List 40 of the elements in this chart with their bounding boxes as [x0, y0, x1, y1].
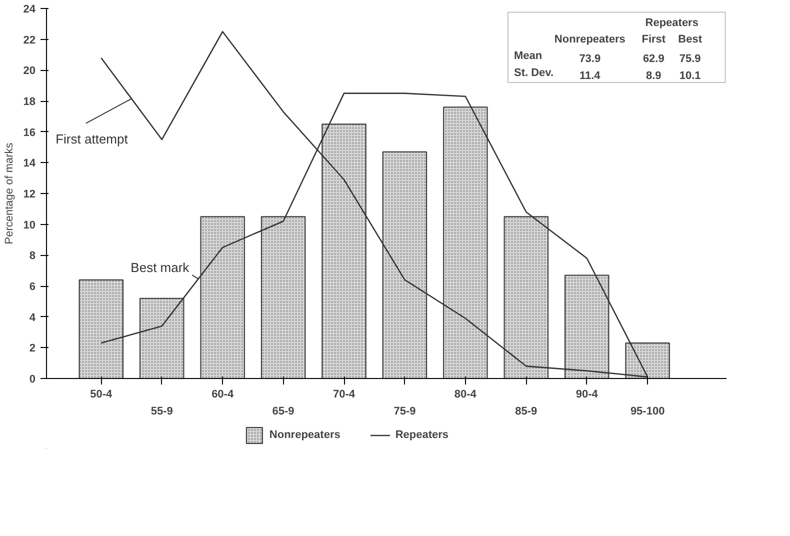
x-tick-label: 85-9	[515, 406, 538, 418]
annotation: Best	[678, 34, 702, 46]
series-label: First attempt	[56, 131, 128, 146]
annotation: Mean	[514, 50, 542, 62]
annotation: Repeaters	[645, 16, 698, 29]
annotation: St. Dev.	[514, 66, 554, 79]
x-tick-label: 65-9	[272, 406, 294, 418]
text: Repeaters	[395, 429, 449, 441]
annotation: Nonrepeaters	[554, 34, 626, 46]
y-axis-title: Percentage of marks	[3, 142, 16, 244]
annotation: 75.9	[679, 53, 701, 66]
y-tick-label: 24	[23, 4, 36, 16]
y-tick-label: 6	[29, 281, 36, 293]
y-tick-label: 10	[23, 219, 36, 232]
x-tick-label: 50-4	[90, 388, 114, 400]
y-tick-label: 0	[29, 374, 36, 386]
x-tick-label: 55-9	[150, 406, 173, 418]
x-tick-label: 80-4	[454, 388, 478, 400]
y-tick-label: 18	[23, 96, 36, 108]
x-tick-label: 90-4	[576, 388, 599, 400]
y-tick-label: 14	[23, 158, 36, 170]
y-tick-label: 8	[29, 250, 36, 262]
legend-label: Nonrepeaters	[269, 429, 340, 441]
y-tick-label: 12	[23, 188, 36, 200]
y-tick-label: 4	[29, 312, 36, 324]
annotation: 8.9	[646, 70, 662, 82]
annotation: 73.9	[579, 53, 601, 66]
y-tick-label: 16	[23, 126, 36, 139]
x-tick-label: 70-4	[332, 388, 356, 400]
x-tick-label: 75-9	[394, 406, 416, 418]
annotation: 11.4	[579, 70, 602, 82]
x-tick-label: 95-100	[630, 406, 665, 418]
annotation: First	[642, 34, 666, 46]
x-tick-label: 60-4	[212, 388, 234, 400]
annotation: 10.1	[679, 70, 701, 82]
y-tick-label: 20	[23, 65, 36, 78]
annotation: 62.9	[642, 53, 664, 66]
y-tick-label: 22	[23, 34, 36, 46]
y-tick-label: 2	[29, 342, 36, 355]
series-label: Best mark	[130, 260, 190, 276]
